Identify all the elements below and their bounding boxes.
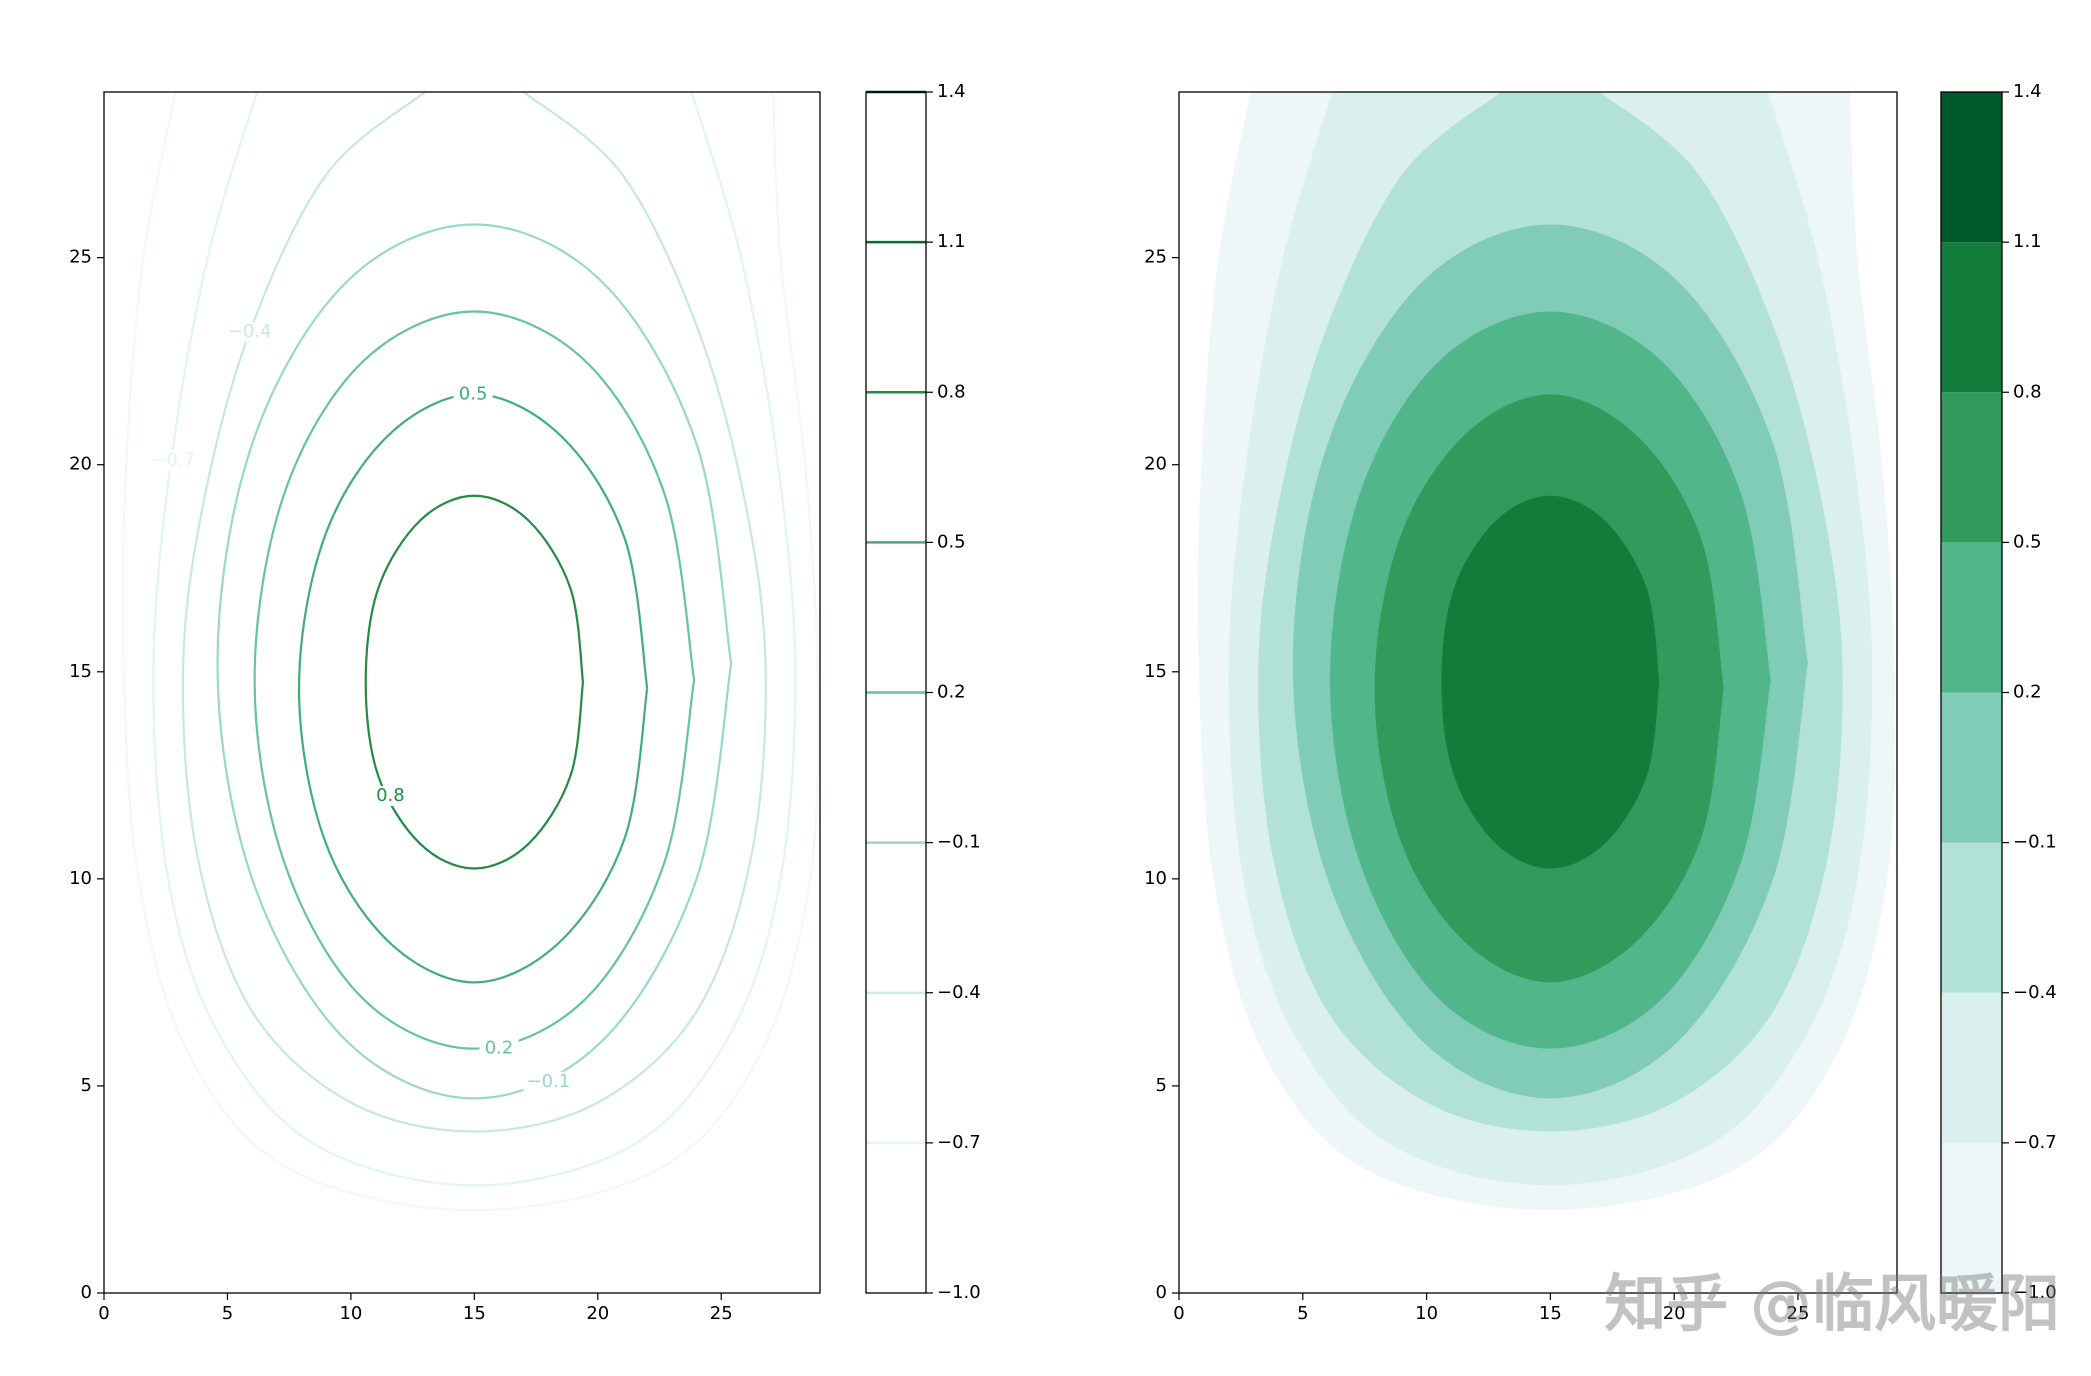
colorbar-tick-label: 1.1 (2013, 231, 2042, 252)
contour-label: 0.8 (376, 785, 405, 806)
contour-line (152, 92, 797, 1187)
colorbar-tick-label: 0.2 (937, 682, 966, 703)
contour-line (121, 92, 820, 1212)
x-tick-label: 20 (586, 1303, 609, 1324)
x-tick-label: 20 (1663, 1303, 1686, 1324)
y-tick-label: 10 (1144, 868, 1167, 889)
y-tick-label: 0 (1156, 1282, 1167, 1303)
colorbar-tick-label: −0.1 (2013, 832, 2057, 853)
contour-label: −0.4 (228, 321, 272, 342)
x-tick-label: 15 (463, 1303, 486, 1324)
x-tick-label: 25 (710, 1303, 733, 1324)
y-tick-label: 15 (69, 661, 92, 682)
colorbar-tick-label: −0.4 (937, 982, 981, 1003)
contour-line (216, 223, 733, 1100)
plot-area: 0.8 0.5 0.2 −0.1 −0.4 −0.7 (121, 92, 820, 1212)
colorbar-band (1941, 992, 2002, 1143)
colorbar-band (1941, 92, 2002, 243)
colorbar-band (1941, 242, 2002, 393)
x-tick-label: 5 (222, 1303, 233, 1324)
x-tick-label: 25 (1787, 1303, 1810, 1324)
contour-line (364, 494, 585, 870)
axes-frame (1178, 91, 1898, 1294)
y-tick-label: 20 (1144, 454, 1167, 475)
colorbar-band (1941, 542, 2002, 693)
colorbar-tick-label: −1.0 (937, 1282, 981, 1303)
plot-area (1197, 92, 1896, 1211)
y-tick-label: 5 (1156, 1075, 1167, 1096)
contour-label-bg (370, 786, 410, 807)
colorbar-band (1941, 842, 2002, 993)
axes-frame (103, 91, 821, 1294)
y-tick-label: 10 (69, 868, 92, 889)
colorbar-band (1941, 392, 2002, 543)
colorbar-tick-label: 0.5 (2013, 531, 2042, 552)
x-tick-label: 5 (1297, 1303, 1308, 1324)
colorbar-tick-label: −0.7 (2013, 1132, 2057, 1153)
colorbar-tick-label: −0.4 (2013, 982, 2057, 1003)
colorbar-tick-label: 1.4 (2013, 81, 2042, 102)
colorbar-tick-label: 0.8 (937, 381, 966, 402)
x-tick-label: 10 (339, 1303, 362, 1324)
contour-label: 0.5 (459, 383, 488, 404)
contour-line (297, 393, 649, 984)
y-tick-label: 0 (81, 1282, 92, 1303)
contour-label: 0.2 (485, 1038, 514, 1059)
contour-label-bg (479, 1038, 519, 1059)
colorbar-tick-label: 0.2 (2013, 682, 2042, 703)
contour-label-bg (523, 1071, 574, 1092)
colorbar-tick-label: 0.5 (937, 531, 966, 552)
contour-label-bg (224, 322, 275, 343)
contour-label-bg (453, 384, 493, 405)
x-tick-label: 15 (1539, 1303, 1562, 1324)
colorbar-tick-label: −0.1 (937, 832, 981, 853)
colorbar-band (1941, 692, 2002, 843)
colorbar-tick-label: 0.8 (2013, 381, 2042, 402)
colorbar-tick-label: −0.7 (937, 1132, 981, 1153)
y-tick-label: 25 (69, 247, 92, 268)
y-tick-label: 25 (1144, 247, 1167, 268)
colorbar-tick-label: 1.4 (937, 81, 966, 102)
colorbar-tick-label: 1.1 (937, 231, 966, 252)
y-tick-label: 15 (1144, 661, 1167, 682)
x-tick-label: 10 (1415, 1303, 1438, 1324)
x-tick-label: 0 (98, 1303, 109, 1324)
contour-label-bg (148, 450, 199, 471)
y-tick-label: 5 (81, 1075, 92, 1096)
contour-label: −0.1 (527, 1071, 571, 1092)
y-tick-label: 20 (69, 454, 92, 475)
colorbar-band (1941, 1142, 2002, 1293)
contour-line (181, 92, 767, 1133)
filled-contour (1441, 495, 1660, 869)
contour-label: −0.7 (151, 450, 195, 471)
contour-line (253, 310, 696, 1050)
colorbar-tick-label: −1.0 (2013, 1282, 2057, 1303)
x-tick-label: 0 (1173, 1303, 1184, 1324)
watermark: 知乎 @临风暖阳 (1604, 1267, 2060, 1340)
